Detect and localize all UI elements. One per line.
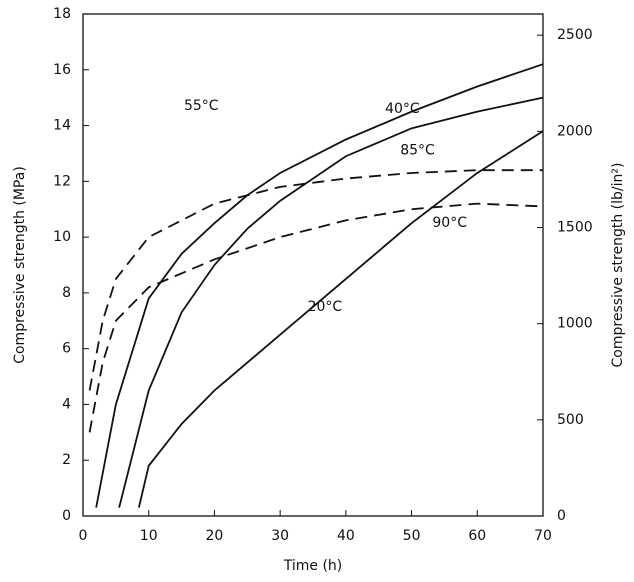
y2-tick-label: 0 (557, 508, 566, 524)
x-tick-label: 20 (206, 528, 224, 544)
series-label: 55°C (184, 98, 219, 114)
series-line (95, 63, 544, 508)
y-tick-label: 12 (53, 173, 71, 189)
y-axis-label: Compressive strength (MPa) (12, 166, 28, 364)
y-tick-label: 8 (62, 285, 71, 301)
x-tick-label: 30 (271, 528, 289, 544)
series-label: 40°C (385, 101, 420, 117)
y2-tick-label: 1500 (557, 219, 593, 235)
series-label: 85°C (400, 143, 435, 159)
series-line (88, 202, 544, 433)
x-tick-label: 10 (140, 528, 158, 544)
series-line (88, 169, 543, 391)
series-line (137, 130, 544, 508)
series-label: 20°C (308, 299, 343, 315)
y2-tick-label: 500 (557, 412, 584, 428)
y2-axis-label: Compressive strength (lb/in²) (610, 163, 626, 368)
x-tick-label: 60 (468, 528, 486, 544)
x-tick-label: 50 (403, 528, 421, 544)
y-tick-label: 6 (62, 341, 71, 357)
series-line (118, 96, 544, 508)
y-tick-label: 18 (53, 6, 71, 22)
x-tick-label: 0 (79, 528, 88, 544)
plot-frame (82, 13, 544, 517)
x-tick-label: 40 (337, 528, 355, 544)
x-axis-label: Time (h) (283, 558, 343, 574)
series-label: 90°C (432, 215, 467, 231)
y2-tick-label: 1000 (557, 316, 593, 332)
y-tick-label: 10 (53, 229, 71, 245)
y-tick-label: 4 (62, 396, 71, 412)
y-tick-label: 2 (62, 452, 71, 468)
y-tick-label: 16 (53, 62, 71, 78)
y2-tick-label: 2000 (557, 123, 593, 139)
y-tick-label: 0 (62, 508, 71, 524)
x-tick-label: 70 (534, 528, 552, 544)
y-tick-label: 14 (53, 118, 71, 134)
y2-tick-label: 2500 (557, 27, 593, 43)
